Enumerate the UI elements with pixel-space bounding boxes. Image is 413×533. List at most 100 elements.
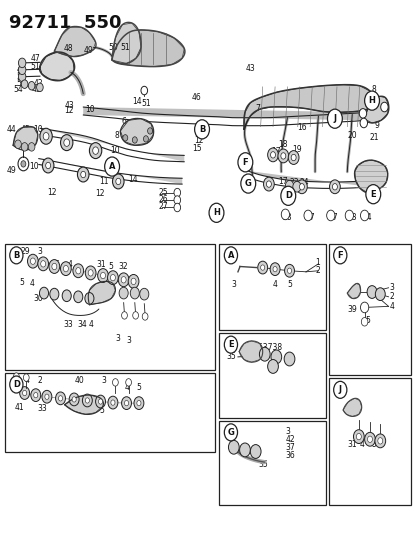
Text: 36: 36 <box>285 451 294 460</box>
Text: 43: 43 <box>31 85 41 94</box>
Polygon shape <box>38 159 182 184</box>
Circle shape <box>14 373 19 380</box>
Text: 33: 33 <box>38 404 47 413</box>
Text: 52: 52 <box>17 78 26 87</box>
Text: 46: 46 <box>191 93 201 102</box>
Text: 51: 51 <box>120 43 130 52</box>
Bar <box>328 378 410 505</box>
Circle shape <box>95 395 105 408</box>
Circle shape <box>280 186 295 205</box>
Circle shape <box>60 135 73 151</box>
Circle shape <box>380 102 387 112</box>
Circle shape <box>62 290 71 302</box>
Circle shape <box>40 128 52 144</box>
Text: 2: 2 <box>315 266 320 274</box>
Circle shape <box>36 83 43 92</box>
Circle shape <box>270 152 275 158</box>
Text: 5: 5 <box>19 278 24 287</box>
Text: 9: 9 <box>374 120 378 130</box>
Polygon shape <box>64 395 103 414</box>
Text: H: H <box>368 96 375 105</box>
Circle shape <box>299 183 304 190</box>
Circle shape <box>173 203 180 212</box>
Bar <box>5 244 215 370</box>
Circle shape <box>85 266 96 280</box>
Circle shape <box>81 171 85 177</box>
Text: 51: 51 <box>31 62 40 70</box>
Circle shape <box>111 400 115 405</box>
Circle shape <box>40 261 45 267</box>
Text: 24: 24 <box>298 178 308 187</box>
Text: 4: 4 <box>30 260 35 269</box>
Text: 32: 32 <box>118 262 128 271</box>
Circle shape <box>290 155 295 161</box>
Polygon shape <box>120 119 153 146</box>
Text: 5: 5 <box>99 406 104 415</box>
Circle shape <box>116 178 121 184</box>
Text: B: B <box>13 251 19 260</box>
Circle shape <box>353 430 363 443</box>
Circle shape <box>93 147 98 155</box>
Text: 92711  550: 92711 550 <box>9 14 121 32</box>
Text: 35: 35 <box>258 460 268 469</box>
Text: 3: 3 <box>268 364 273 373</box>
Circle shape <box>30 258 35 264</box>
Circle shape <box>333 381 346 398</box>
Circle shape <box>287 268 291 273</box>
Text: 5: 5 <box>136 383 140 392</box>
Circle shape <box>112 174 124 189</box>
Bar <box>219 244 325 330</box>
Bar <box>5 373 215 451</box>
Circle shape <box>88 270 93 276</box>
Circle shape <box>228 440 239 454</box>
Text: 11: 11 <box>99 177 108 186</box>
Text: 5: 5 <box>109 262 114 271</box>
Circle shape <box>377 438 382 444</box>
Circle shape <box>270 350 281 364</box>
Text: 20: 20 <box>347 131 356 140</box>
Circle shape <box>98 399 102 404</box>
Text: 26: 26 <box>158 195 168 204</box>
Circle shape <box>260 265 264 270</box>
Text: 19: 19 <box>291 145 301 154</box>
Text: 4: 4 <box>389 302 393 311</box>
Text: 17: 17 <box>270 147 280 156</box>
Circle shape <box>19 65 26 75</box>
Circle shape <box>272 266 276 272</box>
Text: D: D <box>284 191 291 200</box>
Text: 5: 5 <box>287 279 292 288</box>
Text: 12: 12 <box>47 188 57 197</box>
Circle shape <box>140 288 148 300</box>
Circle shape <box>327 109 342 128</box>
Polygon shape <box>112 23 141 63</box>
Circle shape <box>121 277 126 283</box>
Polygon shape <box>40 52 74 80</box>
Circle shape <box>134 397 144 409</box>
Circle shape <box>112 378 118 386</box>
Circle shape <box>19 58 26 68</box>
Text: G: G <box>244 179 251 188</box>
Circle shape <box>64 139 69 147</box>
Text: 12: 12 <box>95 189 105 198</box>
Text: 29: 29 <box>21 247 30 256</box>
Circle shape <box>73 264 83 278</box>
Circle shape <box>361 318 367 326</box>
Text: 5: 5 <box>14 376 19 385</box>
Circle shape <box>133 312 138 319</box>
Circle shape <box>194 120 209 139</box>
Text: F: F <box>242 158 247 167</box>
Circle shape <box>141 86 147 95</box>
Circle shape <box>121 397 131 409</box>
Circle shape <box>23 374 29 381</box>
Circle shape <box>284 264 294 277</box>
Text: G: G <box>227 428 234 437</box>
Text: 31: 31 <box>347 440 356 449</box>
Circle shape <box>280 209 289 220</box>
Circle shape <box>237 153 252 172</box>
Text: 1: 1 <box>315 258 320 266</box>
Circle shape <box>49 260 59 273</box>
Circle shape <box>19 72 26 82</box>
Text: 5: 5 <box>365 316 370 325</box>
Bar <box>219 421 325 505</box>
Circle shape <box>366 286 376 298</box>
